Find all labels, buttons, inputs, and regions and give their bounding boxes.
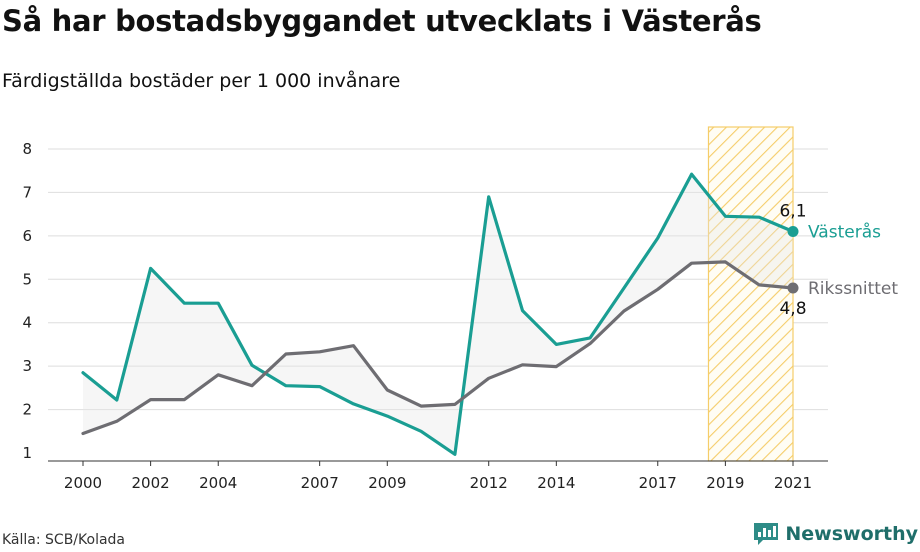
x-tick-label: 2000 [64, 474, 102, 492]
x-tick-label: 2012 [470, 474, 508, 492]
chart-title: Så har bostadsbyggandet utvecklats i Väs… [2, 4, 762, 38]
y-tick-label: 2 [22, 401, 32, 419]
y-tick-label: 4 [22, 314, 32, 332]
x-tick-label: 2019 [706, 474, 744, 492]
highlight-band [707, 126, 794, 462]
series-line-0 [81, 172, 795, 456]
series-name-label: Västerås [808, 222, 881, 243]
x-tick-label: 2014 [537, 474, 575, 492]
series-end-point-0 [787, 226, 799, 238]
brand-name: Newsworthy [785, 523, 918, 545]
newsworthy-logo-icon [754, 523, 779, 545]
x-tick-label: 2021 [774, 474, 812, 492]
x-tick-label: 2004 [199, 474, 237, 492]
x-tick-label: 2002 [132, 474, 170, 492]
difference-area [83, 174, 793, 455]
series-end-point-1 [787, 282, 799, 294]
series-value-label: 4,8 [779, 299, 806, 319]
chart-subtitle: Färdigställda bostäder per 1 000 invånar… [2, 70, 401, 92]
series-name-label: Rikssnittet [808, 279, 898, 299]
series-value-label: 6,1 [779, 202, 806, 222]
source-note: Källa: SCB/Kolada [2, 532, 126, 548]
series-line-1 [81, 260, 795, 436]
y-tick-label: 3 [22, 357, 32, 375]
y-tick-label: 1 [22, 444, 32, 462]
y-tick-label: 5 [22, 270, 32, 288]
brand-logo[interactable]: Newsworthy [753, 522, 918, 546]
y-tick-label: 8 [22, 140, 32, 158]
x-tick-label: 2017 [639, 474, 677, 492]
x-tick-label: 2007 [301, 474, 339, 492]
y-tick-label: 6 [22, 227, 32, 245]
y-tick-label: 7 [22, 183, 32, 201]
x-tick-label: 2009 [368, 474, 406, 492]
